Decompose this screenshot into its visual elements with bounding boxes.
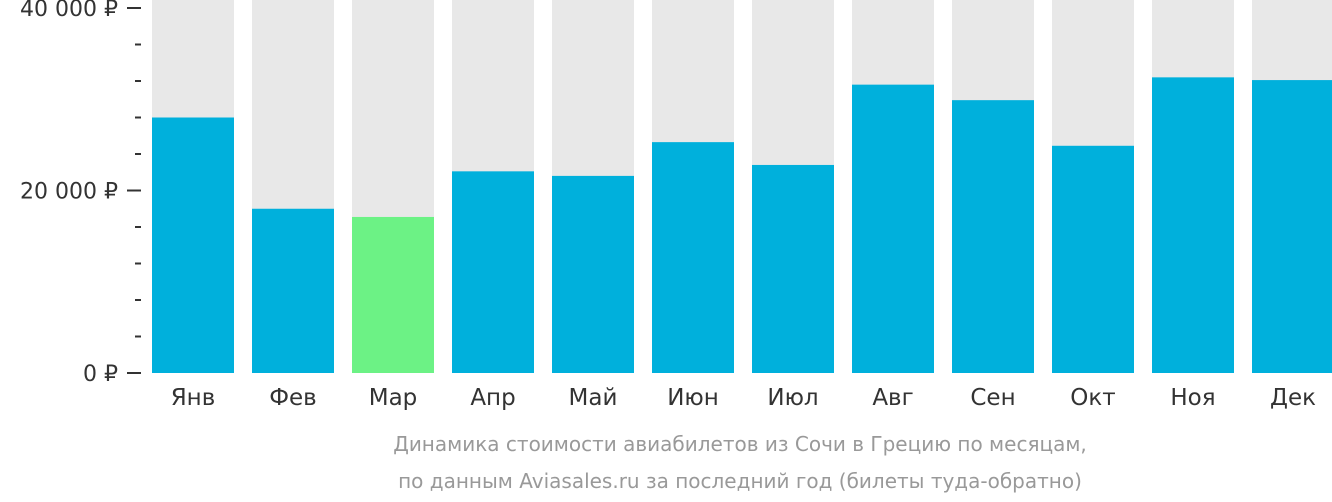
x-tick-label: Авг (872, 385, 913, 411)
bar-9[interactable] (952, 100, 1034, 373)
y-tick-label: 20 000 ₽ (20, 180, 118, 205)
bar-5[interactable] (552, 175, 634, 373)
bar-10[interactable] (1052, 145, 1134, 373)
x-axis: Янв Фев Мар Апр Май Июн Июл Авг Сен Окт Ноя Дек (171, 385, 1316, 411)
bar-4[interactable] (452, 171, 534, 373)
x-tick-label: Мар (369, 385, 418, 411)
bar-3[interactable] (352, 216, 434, 373)
bar-11[interactable] (1152, 77, 1234, 373)
y-tick-label: 0 ₽ (83, 362, 118, 387)
x-tick-label: Фев (269, 385, 317, 411)
x-tick-label: Апр (470, 385, 515, 411)
bar-6[interactable] (652, 142, 734, 373)
x-tick-label: Май (569, 385, 618, 411)
y-axis: 0 ₽ 20 000 ₽ 40 000 ₽ (20, 0, 141, 387)
x-tick-label: Дек (1270, 385, 1316, 411)
x-tick-label: Сен (970, 385, 1015, 411)
bar-7[interactable] (752, 164, 834, 373)
x-tick-label: Ноя (1170, 385, 1215, 411)
x-tick-label: Янв (171, 385, 216, 411)
chart-caption-line-1: Динамика стоимости авиабилетов из Сочи в… (393, 432, 1087, 456)
bar-1[interactable] (152, 117, 234, 374)
bar-2[interactable] (252, 208, 334, 373)
chart-caption-line-2: по данным Aviasales.ru за последний год … (398, 469, 1082, 493)
x-tick-label: Июл (767, 385, 818, 411)
data-bars (152, 77, 1332, 374)
bar-12[interactable] (1252, 80, 1332, 374)
x-tick-label: Июн (667, 385, 719, 411)
bar-8[interactable] (852, 84, 934, 374)
x-tick-label: Окт (1070, 385, 1115, 411)
y-tick-label: 40 000 ₽ (20, 0, 118, 22)
